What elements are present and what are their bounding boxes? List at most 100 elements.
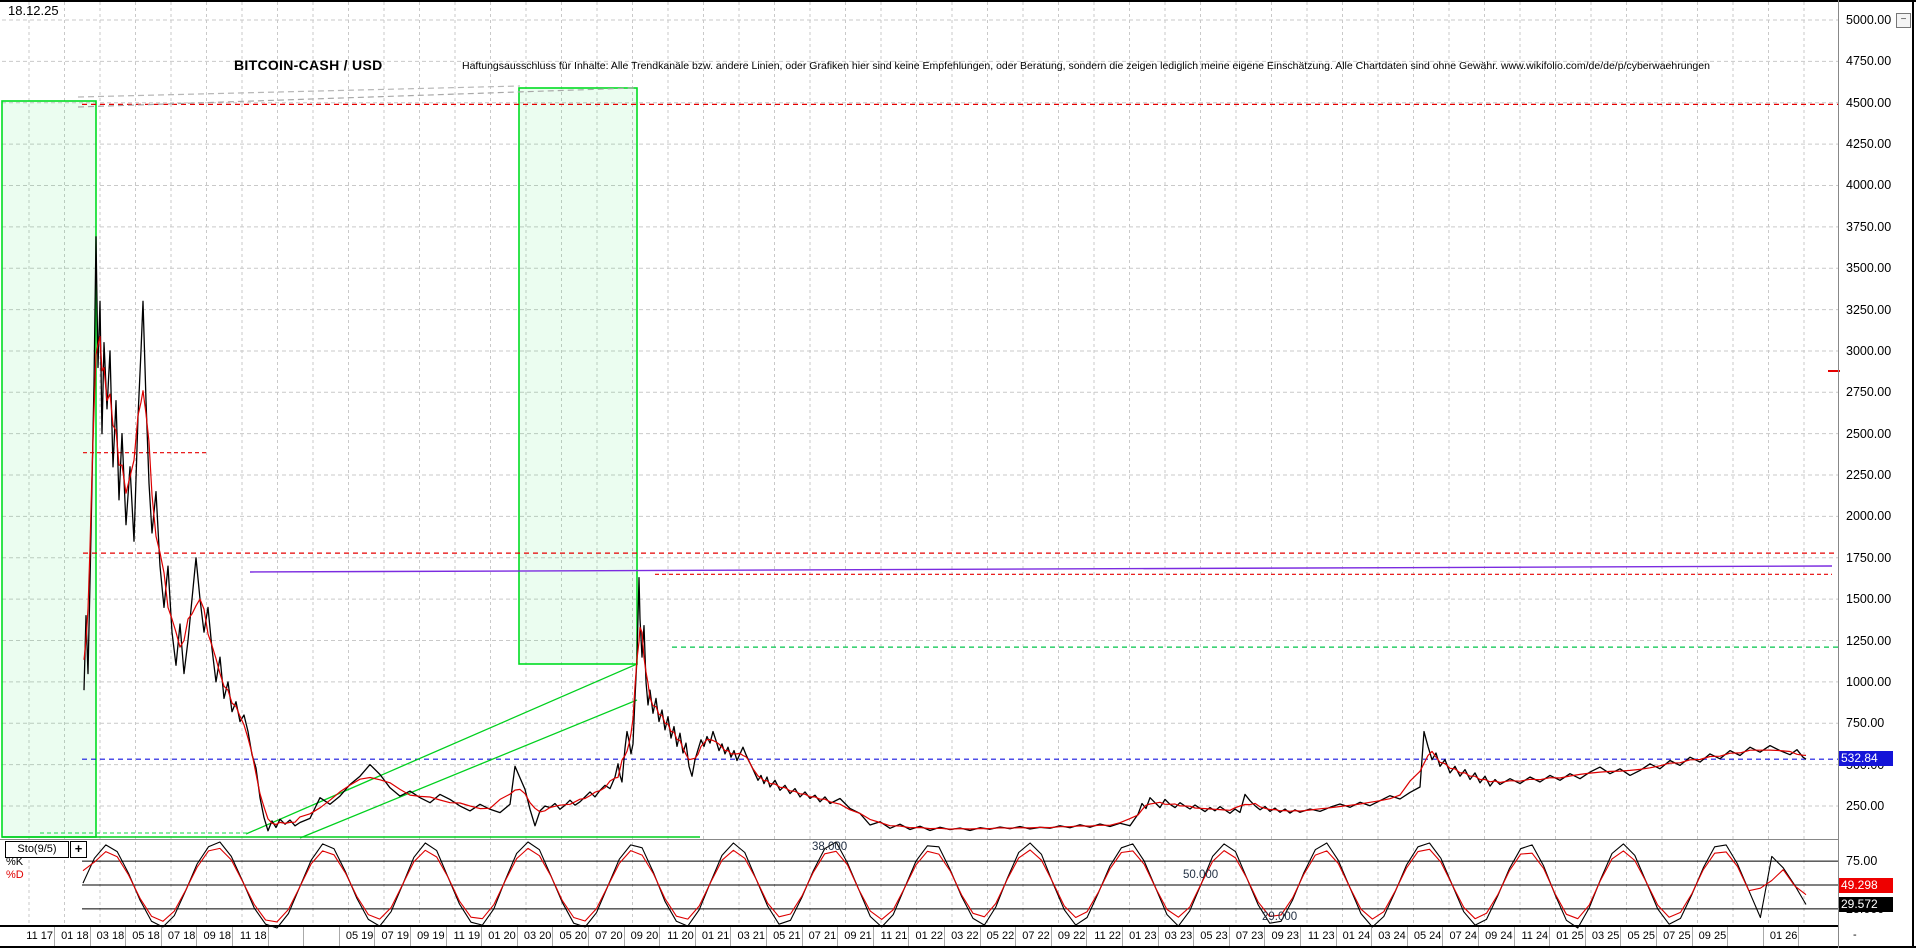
- green-channel-lower: [299, 699, 638, 839]
- date-axis-label: 09 21: [844, 930, 872, 942]
- date-axis-label: 07 21: [808, 930, 837, 942]
- stochastic-k-tag: 29.572: [1838, 896, 1893, 912]
- date-axis-separator: [979, 927, 981, 946]
- green-zone-2017-2018: [1, 100, 97, 838]
- indicator-bottom-border: [0, 925, 1838, 927]
- date-axis-separator: [1442, 927, 1444, 946]
- y-axis-tick: 4750.00: [1846, 54, 1892, 69]
- bottom-border: [0, 946, 1916, 948]
- date-axis-separator: [1050, 927, 1052, 946]
- date-axis-separator: [125, 927, 127, 946]
- date-axis-separator: [1656, 927, 1657, 946]
- date-axis-separator: [267, 927, 269, 946]
- date-axis-separator: [623, 927, 625, 946]
- date-axis-separator: [89, 927, 91, 946]
- date-axis-label: 11 19: [453, 930, 481, 942]
- date-axis-label: 01 21: [701, 930, 730, 942]
- y-axis-tick: 1250.00: [1846, 633, 1892, 648]
- date-axis-separator: [1478, 927, 1479, 946]
- violet-trendline: [249, 565, 1833, 573]
- stochastic-k-line: [82, 841, 1807, 929]
- date-axis-label: 01 22: [915, 930, 943, 942]
- date-axis-label: 07 18: [167, 930, 196, 942]
- date-axis-label: 01 20: [488, 930, 516, 942]
- date-axis-label: 03 18: [96, 930, 125, 942]
- date-axis-label: 09 22: [1057, 930, 1086, 942]
- add-indicator-icon[interactable]: +: [70, 841, 87, 858]
- date-axis-label: 05 23: [1200, 930, 1228, 942]
- date-axis-separator: [1122, 927, 1123, 946]
- current-price-tag: 532.84: [1838, 751, 1893, 767]
- date-axis-label: 01 25: [1556, 930, 1584, 942]
- y-axis-tick: 4000.00: [1846, 178, 1892, 193]
- date-axis-label: 05 24: [1413, 930, 1442, 942]
- date-axis-separator: [303, 927, 305, 946]
- date-axis-label: 11 17: [26, 930, 53, 942]
- y-axis-tick: 3500.00: [1846, 261, 1892, 276]
- date-axis-label: 07 22: [1022, 930, 1050, 942]
- date-axis-label: 05 18: [132, 930, 160, 942]
- date-axis-label: 09 19: [417, 930, 445, 942]
- date-axis-label: 05 19: [345, 930, 374, 942]
- date-axis-separator: [1157, 927, 1159, 946]
- date-axis-label: 03 25: [1591, 930, 1620, 942]
- date-axis-label: 03 24: [1378, 930, 1406, 942]
- gray-trendline-2: [77, 85, 521, 98]
- date-axis-label: 09 20: [630, 930, 659, 942]
- date-axis-separator: [1762, 927, 1764, 946]
- date-axis-separator: [766, 927, 767, 946]
- date-axis-separator: [1549, 927, 1551, 946]
- y-axis-tick: 2500.00: [1846, 426, 1892, 441]
- indicator-name-button[interactable]: Sto(9/5): [5, 841, 69, 858]
- date-axis-label: 07 24: [1449, 930, 1477, 942]
- date-axis-separator: [1513, 927, 1515, 946]
- gray-trendline-1: [77, 87, 635, 108]
- date-axis-label: 11 18: [239, 930, 267, 942]
- y-axis-tick: 1500.00: [1846, 592, 1892, 607]
- y-axis-tick: 2000.00: [1846, 509, 1892, 524]
- date-axis-separator: [1228, 927, 1230, 946]
- date-axis-label: 03 21: [737, 930, 765, 942]
- y-axis-tick: 2750.00: [1846, 385, 1892, 400]
- date-axis-separator: [944, 927, 945, 946]
- date-axis-label: 07 19: [381, 930, 409, 942]
- top-border: [0, 0, 1916, 2]
- date-axis-separator: [1691, 927, 1693, 946]
- date-axis-separator: [1086, 927, 1088, 946]
- date-axis-separator: [588, 927, 589, 946]
- date-axis-label: 11 22: [1094, 930, 1121, 942]
- green-zone-2020-2021: [518, 87, 638, 665]
- stochastic-d-label: %D: [6, 869, 24, 881]
- date-axis-separator: [374, 927, 376, 946]
- date-axis-label: 03 23: [1164, 930, 1193, 942]
- y-axis-tick: 3000.00: [1846, 343, 1892, 358]
- date-axis-separator: [54, 927, 55, 946]
- date-axis-separator: [552, 927, 554, 946]
- date-axis-separator: [1371, 927, 1373, 946]
- right-border: [1912, 0, 1914, 948]
- date-axis-separator: [338, 927, 340, 946]
- date-axis-label: 05 20: [559, 930, 587, 942]
- date-axis-label: 09 18: [203, 930, 231, 942]
- date-axis-label: 03 20: [523, 930, 552, 942]
- current-date-label: 18.12.25: [8, 3, 59, 18]
- date-axis-separator: [659, 927, 661, 946]
- y-axis-tick: 5000.00: [1846, 13, 1892, 27]
- date-axis-separator: [160, 927, 162, 946]
- date-axis-separator: [1727, 927, 1729, 946]
- minimize-icon[interactable]: −: [1896, 13, 1911, 28]
- y-axis-tick: 250.00: [1846, 798, 1885, 813]
- plot-right-edge: [1838, 0, 1839, 948]
- y-axis-tick: 1000.00: [1846, 674, 1892, 689]
- date-axis-separator: [1798, 927, 1800, 946]
- date-axis-separator: [232, 927, 233, 946]
- date-axis-separator: [908, 927, 910, 946]
- date-axis-separator: [410, 927, 411, 946]
- date-axis-label: 03 22: [951, 930, 979, 942]
- date-axis-label: 05 22: [986, 930, 1015, 942]
- stochastic-d-line: [82, 847, 1807, 923]
- moving-average-line: [83, 335, 1807, 830]
- date-axis-separator: [1300, 927, 1301, 946]
- date-axis-separator: [516, 927, 518, 946]
